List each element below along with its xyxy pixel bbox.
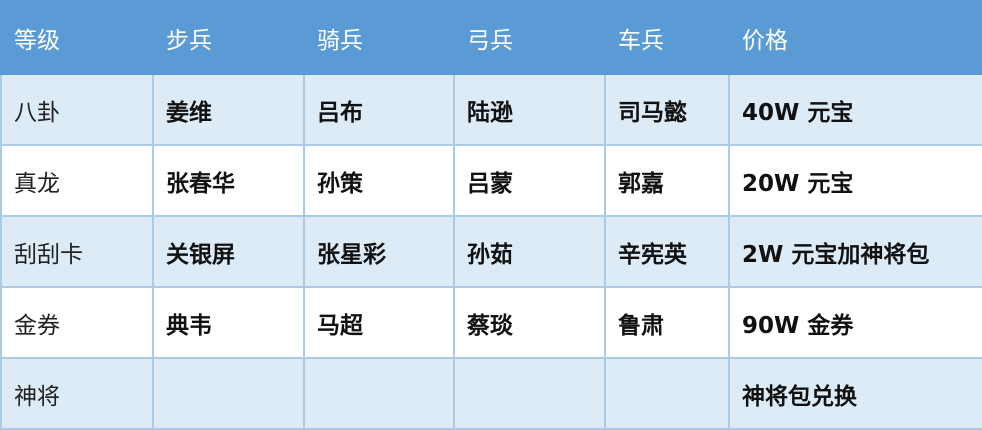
cell-infantry (152, 357, 305, 430)
cell-infantry: 典韦 (152, 286, 305, 359)
header-level: 等级 (0, 0, 154, 75)
cell-chariot: 司马懿 (604, 73, 730, 146)
cell-chariot (604, 357, 730, 430)
cell-level: 神将 (0, 357, 154, 430)
cell-archer: 吕蒙 (453, 144, 606, 217)
cell-infantry: 张春华 (152, 144, 305, 217)
cell-price: 2W 元宝加神将包 (728, 215, 982, 288)
table-row: 八卦 姜维 吕布 陆逊 司马懿 40W 元宝 (0, 73, 982, 146)
table-row: 神将 神将包兑换 (0, 357, 982, 430)
cell-level: 八卦 (0, 73, 154, 146)
cell-cavalry: 张星彩 (303, 215, 455, 288)
cell-level: 刮刮卡 (0, 215, 154, 288)
cell-archer (453, 357, 606, 430)
table-row: 刮刮卡 关银屏 张星彩 孙茹 辛宪英 2W 元宝加神将包 (0, 215, 982, 288)
table-row: 金券 典韦 马超 蔡琰 鲁肃 90W 金券 (0, 286, 982, 359)
cell-cavalry: 孙策 (303, 144, 455, 217)
cell-chariot: 鲁肃 (604, 286, 730, 359)
cell-price: 20W 元宝 (728, 144, 982, 217)
cell-level: 真龙 (0, 144, 154, 217)
cell-price: 40W 元宝 (728, 73, 982, 146)
cell-price: 90W 金券 (728, 286, 982, 359)
cell-infantry: 姜维 (152, 73, 305, 146)
cell-cavalry (303, 357, 455, 430)
header-price: 价格 (728, 0, 982, 75)
header-row: 等级 步兵 骑兵 弓兵 车兵 价格 (0, 0, 982, 75)
cell-cavalry: 吕布 (303, 73, 455, 146)
cell-level: 金券 (0, 286, 154, 359)
cell-infantry: 关银屏 (152, 215, 305, 288)
header-archer: 弓兵 (453, 0, 606, 75)
header-chariot: 车兵 (604, 0, 730, 75)
cell-archer: 蔡琰 (453, 286, 606, 359)
cell-chariot: 郭嘉 (604, 144, 730, 217)
cell-cavalry: 马超 (303, 286, 455, 359)
cell-archer: 陆逊 (453, 73, 606, 146)
table-row: 真龙 张春华 孙策 吕蒙 郭嘉 20W 元宝 (0, 144, 982, 217)
cell-price: 神将包兑换 (728, 357, 982, 430)
header-cavalry: 骑兵 (303, 0, 455, 75)
header-infantry: 步兵 (152, 0, 305, 75)
cell-chariot: 辛宪英 (604, 215, 730, 288)
cell-archer: 孙茹 (453, 215, 606, 288)
